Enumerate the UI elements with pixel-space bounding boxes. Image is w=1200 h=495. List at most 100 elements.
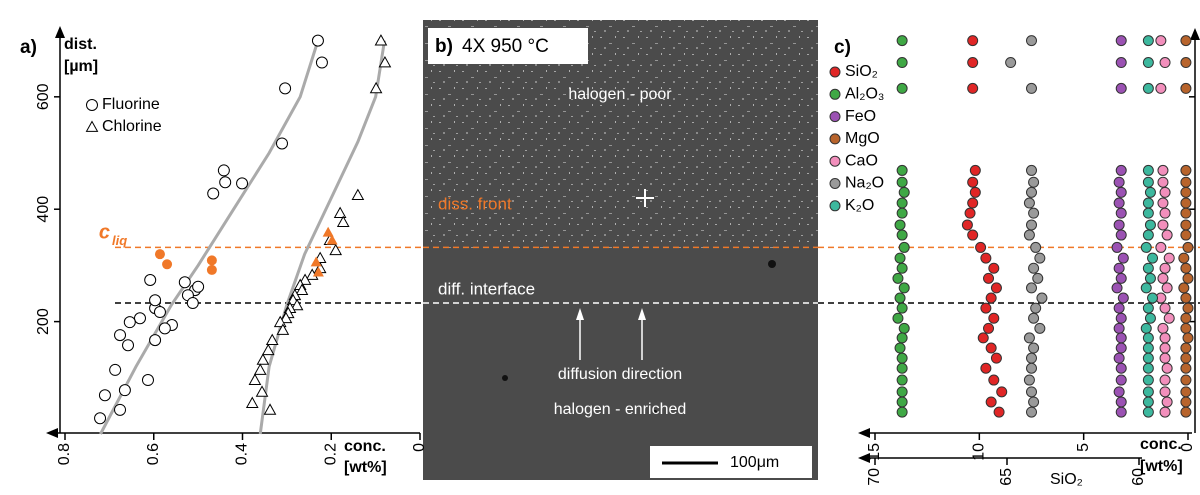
y-axis-label: [µm] [64,58,98,75]
data-point [897,363,907,373]
y-axis-label: dist. [64,36,97,53]
data-point [134,313,145,324]
data-point [897,353,907,363]
data-point [95,413,106,424]
data-point [207,265,217,275]
data-point [145,275,156,286]
data-point [1112,242,1122,252]
data-point [1118,293,1128,303]
data-point [893,273,903,283]
data-point [895,253,905,263]
data-point [1116,343,1126,353]
data-point [1112,283,1122,293]
region-label: halogen - poor [568,86,672,103]
data-point [899,187,909,197]
data-point [179,277,190,288]
data-point [970,187,980,197]
data-point [1141,323,1151,333]
data-point [1162,363,1172,373]
legend-marker [830,201,840,211]
data-point [1181,83,1191,93]
data-point [1116,333,1126,343]
data-point [1114,353,1124,363]
data-point [968,230,978,240]
data-point [1158,198,1168,208]
data-point [1116,208,1126,218]
data-point [1156,36,1166,46]
data-point [1116,187,1126,197]
data-point [989,313,999,323]
data-point [1141,283,1151,293]
data-point [1116,363,1126,373]
data-point [1114,323,1124,333]
data-point [897,407,907,417]
data-point [968,198,978,208]
data-point [1035,323,1045,333]
data-point [965,208,975,218]
data-point [150,295,161,306]
data-point [159,323,170,334]
data-point [1114,387,1124,397]
data-point [1143,363,1153,373]
micrograph: b) 4X 950 °C halogen - poor diss. front … [423,20,818,480]
data-point [1118,253,1128,263]
data-point [1156,242,1166,252]
interface-label: diff. interface [438,279,535,298]
data-point [218,165,229,176]
data-point [207,255,217,265]
data-point [1143,36,1153,46]
data-point [1029,263,1039,273]
data-point [1114,263,1124,273]
data-point [142,375,153,386]
data-point [1158,323,1168,333]
data-point [1181,343,1191,353]
figure: b) 4X 950 °C halogen - poor diss. front … [0,0,1200,495]
data-point [1181,177,1191,187]
data-point [897,303,907,313]
data-point [115,330,126,341]
legend-label: Chlorine [102,118,162,135]
legend-label: MgO [845,130,880,147]
data-point [968,177,978,187]
x2-axis-label: SiO₂ [1050,471,1083,488]
data-point [1006,58,1016,68]
scale-bar-label: 100μm [730,454,779,471]
data-point [1143,198,1153,208]
data-point [1116,273,1126,283]
data-point [895,220,905,230]
data-point [1031,303,1041,313]
data-point [276,138,287,149]
data-point [1143,58,1153,68]
data-point [1116,58,1126,68]
data-point [1143,263,1153,273]
data-point [1029,397,1039,407]
data-point [1143,375,1153,385]
data-point [1160,387,1170,397]
data-point [312,35,323,46]
data-point [1031,242,1041,252]
data-point [895,293,905,303]
data-point [1143,83,1153,93]
data-point [1181,198,1191,208]
data-point [1160,407,1170,417]
data-point [976,242,986,252]
pore [502,375,508,381]
data-point [968,83,978,93]
data-point [1181,353,1191,363]
data-point [1114,198,1124,208]
data-point [1162,283,1172,293]
data-point [1158,220,1168,230]
data-point [1116,407,1126,417]
data-point [1027,283,1037,293]
data-point [1027,220,1037,230]
data-point [1143,343,1153,353]
data-point [1181,313,1191,323]
data-point [1164,313,1174,323]
data-point [1029,177,1039,187]
data-point [1160,58,1170,68]
y-tick-label: 200 [35,308,52,335]
data-point [1143,353,1153,363]
data-point [1148,253,1158,263]
data-point [1141,242,1151,252]
y-tick-label: 400 [35,196,52,223]
